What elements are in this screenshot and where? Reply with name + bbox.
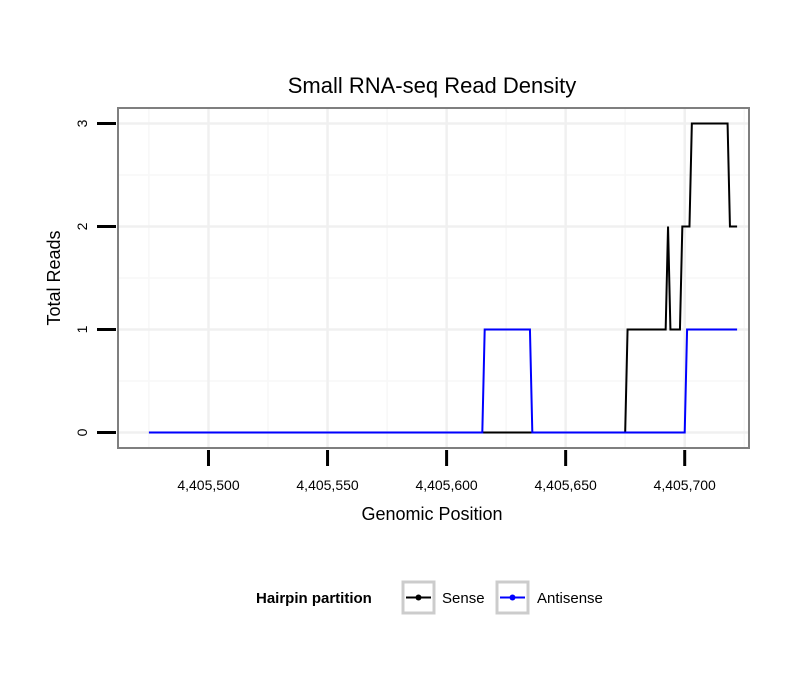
x-tick-label: 4,405,650 — [535, 477, 597, 493]
x-tick-label: 4,405,500 — [177, 477, 239, 493]
legend-item-antisense: Antisense — [495, 580, 603, 615]
x-tick-label: 4,405,700 — [654, 477, 716, 493]
legend-key-point — [415, 594, 422, 601]
legend-item-sense: Sense — [401, 580, 485, 615]
chart-title: Small RNA-seq Read Density — [288, 73, 577, 98]
x-tick-label: 4,405,600 — [415, 477, 477, 493]
y-tick-label: 2 — [74, 222, 90, 230]
y-axis: 0 1 2 3 — [74, 119, 116, 436]
plot-border — [117, 107, 750, 449]
legend-title: Hairpin partition — [256, 590, 372, 607]
x-tick-label: 4,405,550 — [296, 477, 358, 493]
y-tick-label: 1 — [74, 325, 90, 333]
legend-key-point — [509, 594, 516, 601]
legend: Hairpin partition Sense Antisense — [256, 580, 603, 615]
y-tick-label: 3 — [74, 119, 90, 127]
series-lines — [148, 122, 738, 434]
series-line-sense — [148, 122, 738, 434]
x-axis: 4,405,500 4,405,550 4,405,600 4,405,650 4,40… — [177, 450, 716, 493]
series-line-antisense — [148, 328, 738, 434]
legend-label: Sense — [442, 590, 485, 607]
legend-label: Antisense — [537, 590, 603, 607]
x-axis-title: Genomic Position — [361, 504, 502, 524]
y-axis-title: Total Reads — [44, 230, 64, 325]
y-tick-label: 0 — [74, 428, 90, 436]
